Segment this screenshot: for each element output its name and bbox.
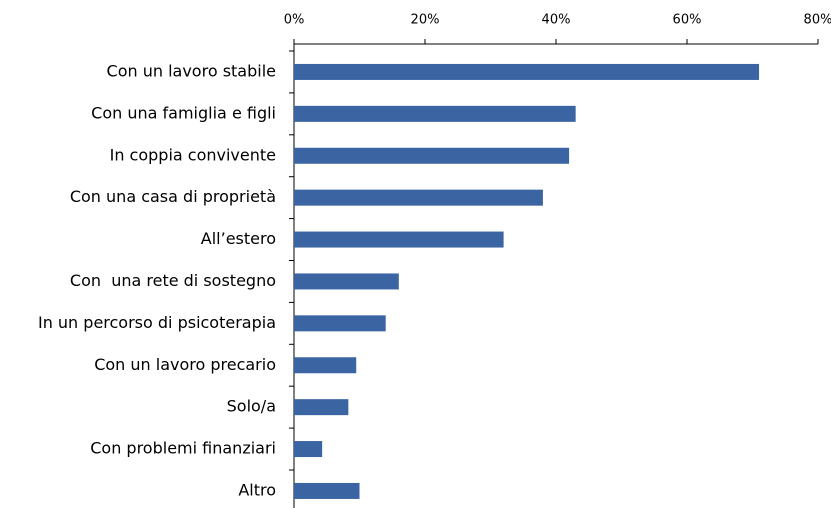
bar	[294, 273, 399, 290]
x-tick-label: 40%	[542, 13, 571, 28]
bar	[294, 189, 543, 206]
bar	[294, 399, 349, 416]
x-tick-label: 20%	[411, 13, 440, 28]
y-tick-label: Con una famiglia e figli	[91, 103, 276, 122]
bar	[294, 315, 386, 332]
bar	[294, 357, 357, 374]
bar	[294, 63, 760, 80]
y-tick-label: In coppia convivente	[110, 145, 276, 164]
bar	[294, 147, 570, 164]
y-tick-label: In un percorso di psicoterapia	[38, 313, 276, 332]
y-tick-label: Con un lavoro precario	[94, 355, 276, 374]
y-tick-label: Con una rete di sostegno	[70, 271, 276, 290]
y-tick-label: Con una casa di proprietà	[70, 187, 276, 206]
x-tick-label: 60%	[673, 13, 702, 28]
x-tick-label: 80%	[804, 13, 831, 28]
bar	[294, 231, 504, 248]
y-tick-label: Solo/a	[227, 397, 276, 416]
y-tick-label: Con un lavoro stabile	[107, 61, 276, 80]
x-tick-label: 0%	[284, 13, 305, 28]
y-tick-label: Con problemi finanziari	[90, 439, 276, 458]
bar	[294, 105, 576, 122]
y-tick-label: All’estero	[201, 229, 276, 248]
bar	[294, 482, 360, 499]
y-tick-label: Altro	[238, 480, 276, 499]
bar	[294, 441, 323, 458]
